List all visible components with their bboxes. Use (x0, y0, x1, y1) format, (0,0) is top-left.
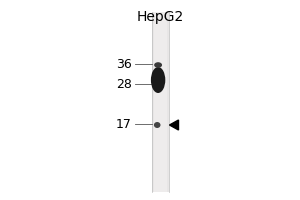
Ellipse shape (154, 62, 162, 68)
Text: 17: 17 (116, 117, 132, 130)
Text: HepG2: HepG2 (137, 10, 184, 24)
Text: 28: 28 (116, 78, 132, 90)
Polygon shape (169, 120, 178, 130)
Ellipse shape (151, 67, 165, 93)
Ellipse shape (154, 122, 160, 128)
Bar (154, 12, 167, 192)
Bar (152, 12, 169, 192)
Text: 36: 36 (116, 58, 132, 71)
